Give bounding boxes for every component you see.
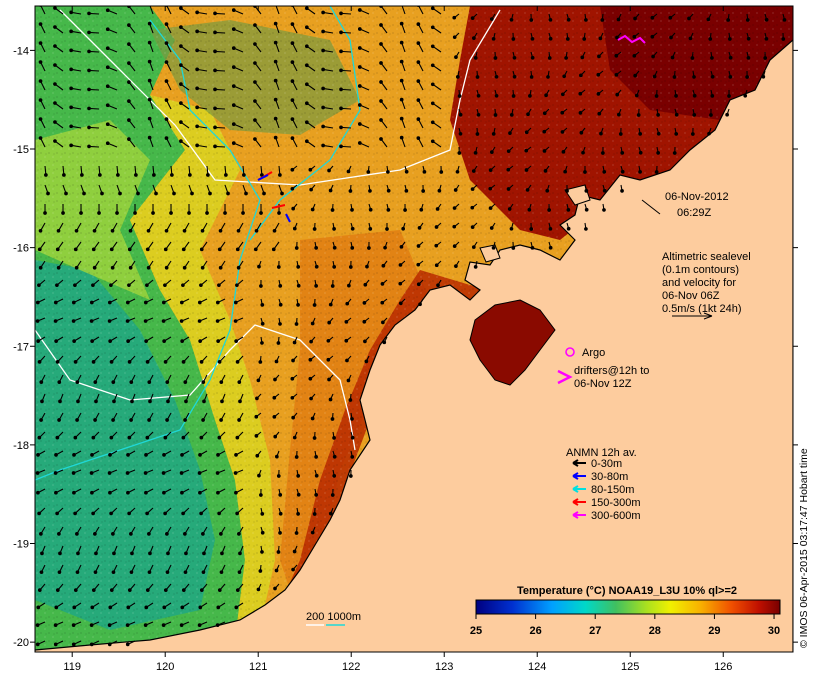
lon-tick-label: 122 <box>342 661 360 673</box>
colorbar-tick-label: 29 <box>708 625 720 637</box>
lon-tick-label: 121 <box>249 661 267 673</box>
credit-label: © IMOS 06-Apr-2015 03:17:47 Hobart time <box>798 448 810 648</box>
lon-tick-label: 120 <box>156 661 174 673</box>
lat-tick-label: -16 <box>13 243 29 255</box>
drifters-line: 06-Nov 12Z <box>574 378 632 390</box>
colorbar-tick-label: 28 <box>649 625 661 637</box>
lon-tick-label: 125 <box>621 661 639 673</box>
colorbar-tick-label: 25 <box>470 625 482 637</box>
lat-tick-label: -14 <box>13 45 29 57</box>
argo-label: Argo <box>582 347 605 359</box>
colorbar <box>476 600 780 614</box>
colorbar-tick-label: 30 <box>768 625 780 637</box>
colorbar-title: Temperature (°C) NOAA19_L3U 10% ql>=2 <box>517 585 737 597</box>
lon-tick-label: 119 <box>63 661 81 673</box>
colorbar-tick-label: 26 <box>529 625 541 637</box>
time-label: 06:29Z <box>677 207 712 219</box>
lon-tick-label: 126 <box>714 661 732 673</box>
depth-contour-label: 200 1000m <box>306 611 361 623</box>
anmn-legend-label: 300-600m <box>591 510 641 522</box>
lon-tick-label: 124 <box>528 661 546 673</box>
drifters-line: drifters@12h to <box>574 365 649 377</box>
sealevel-line: (0.1m contours) <box>662 264 739 276</box>
sealevel-line: Altimetric sealevel <box>662 251 751 263</box>
anmn-legend-label: 30-80m <box>591 471 628 483</box>
lat-tick-label: -20 <box>13 637 29 649</box>
anmn-legend-label: 0-30m <box>591 458 622 470</box>
sealevel-line: and velocity for <box>662 277 736 289</box>
lat-tick-label: -17 <box>13 341 29 353</box>
sealevel-line: 0.5m/s (1kt 24h) <box>662 303 741 315</box>
date-label: 06-Nov-2012 <box>665 191 729 203</box>
colorbar-tick-label: 27 <box>589 625 601 637</box>
anmn-legend-label: 80-150m <box>591 484 634 496</box>
lat-tick-label: -18 <box>13 440 29 452</box>
sealevel-line: 06-Nov 06Z <box>662 290 720 302</box>
lat-tick-label: -19 <box>13 539 29 551</box>
lon-tick-label: 123 <box>435 661 453 673</box>
lat-tick-label: -15 <box>13 144 29 156</box>
anmn-legend-label: 150-300m <box>591 497 641 509</box>
